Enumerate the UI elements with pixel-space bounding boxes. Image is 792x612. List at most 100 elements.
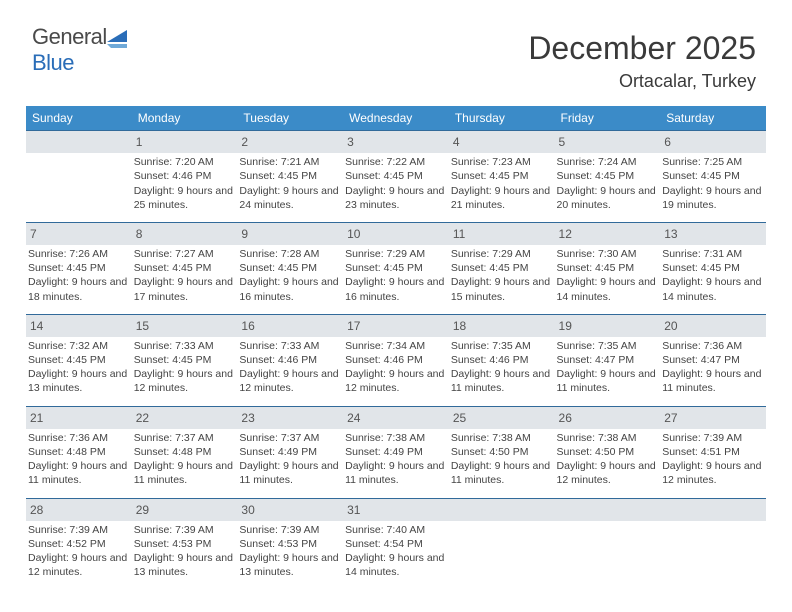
daylight-text: Daylight: 9 hours and 14 minutes. xyxy=(557,275,659,303)
day-number xyxy=(660,499,766,521)
logo-text-general: General xyxy=(32,24,107,49)
day-cell: 14Sunrise: 7:32 AMSunset: 4:45 PMDayligh… xyxy=(26,314,132,406)
day-number: 26 xyxy=(555,407,661,429)
sunrise-text: Sunrise: 7:20 AM xyxy=(134,155,236,169)
day-number: 29 xyxy=(132,499,238,521)
day-body: Sunrise: 7:33 AMSunset: 4:46 PMDaylight:… xyxy=(237,337,343,406)
sunset-text: Sunset: 4:47 PM xyxy=(662,353,764,367)
day-body: Sunrise: 7:34 AMSunset: 4:46 PMDaylight:… xyxy=(343,337,449,406)
day-number xyxy=(555,499,661,521)
sunset-text: Sunset: 4:45 PM xyxy=(134,261,236,275)
sunset-text: Sunset: 4:45 PM xyxy=(345,261,447,275)
daylight-text: Daylight: 9 hours and 17 minutes. xyxy=(134,275,236,303)
sunset-text: Sunset: 4:45 PM xyxy=(345,169,447,183)
day-cell: 23Sunrise: 7:37 AMSunset: 4:49 PMDayligh… xyxy=(237,406,343,498)
day-body: Sunrise: 7:20 AMSunset: 4:46 PMDaylight:… xyxy=(132,153,238,222)
day-body: Sunrise: 7:31 AMSunset: 4:45 PMDaylight:… xyxy=(660,245,766,314)
sunset-text: Sunset: 4:49 PM xyxy=(239,445,341,459)
day-number: 20 xyxy=(660,315,766,337)
sunset-text: Sunset: 4:54 PM xyxy=(345,537,447,551)
sunrise-text: Sunrise: 7:33 AM xyxy=(239,339,341,353)
day-body: Sunrise: 7:29 AMSunset: 4:45 PMDaylight:… xyxy=(449,245,555,314)
sunset-text: Sunset: 4:45 PM xyxy=(557,261,659,275)
day-cell: 18Sunrise: 7:35 AMSunset: 4:46 PMDayligh… xyxy=(449,314,555,406)
day-cell: 21Sunrise: 7:36 AMSunset: 4:48 PMDayligh… xyxy=(26,406,132,498)
sunrise-text: Sunrise: 7:38 AM xyxy=(557,431,659,445)
day-number: 12 xyxy=(555,223,661,245)
sunset-text: Sunset: 4:46 PM xyxy=(345,353,447,367)
location: Ortacalar, Turkey xyxy=(528,71,756,92)
daylight-text: Daylight: 9 hours and 11 minutes. xyxy=(239,459,341,487)
daylight-text: Daylight: 9 hours and 11 minutes. xyxy=(557,367,659,395)
day-number: 4 xyxy=(449,131,555,153)
sunrise-text: Sunrise: 7:31 AM xyxy=(662,247,764,261)
title-block: December 2025 Ortacalar, Turkey xyxy=(528,30,756,92)
daylight-text: Daylight: 9 hours and 18 minutes. xyxy=(28,275,130,303)
daylight-text: Daylight: 9 hours and 12 minutes. xyxy=(134,367,236,395)
sunrise-text: Sunrise: 7:27 AM xyxy=(134,247,236,261)
day-cell: 26Sunrise: 7:38 AMSunset: 4:50 PMDayligh… xyxy=(555,406,661,498)
sunset-text: Sunset: 4:45 PM xyxy=(662,261,764,275)
sunrise-text: Sunrise: 7:21 AM xyxy=(239,155,341,169)
sunset-text: Sunset: 4:48 PM xyxy=(28,445,130,459)
sunrise-text: Sunrise: 7:39 AM xyxy=(134,523,236,537)
sunrise-text: Sunrise: 7:38 AM xyxy=(345,431,447,445)
sunrise-text: Sunrise: 7:23 AM xyxy=(451,155,553,169)
day-body: Sunrise: 7:32 AMSunset: 4:45 PMDaylight:… xyxy=(26,337,132,406)
sunrise-text: Sunrise: 7:37 AM xyxy=(239,431,341,445)
day-body: Sunrise: 7:40 AMSunset: 4:54 PMDaylight:… xyxy=(343,521,449,590)
daylight-text: Daylight: 9 hours and 11 minutes. xyxy=(451,367,553,395)
sunrise-text: Sunrise: 7:29 AM xyxy=(451,247,553,261)
daylight-text: Daylight: 9 hours and 12 minutes. xyxy=(28,551,130,579)
sunset-text: Sunset: 4:53 PM xyxy=(134,537,236,551)
day-body: Sunrise: 7:39 AMSunset: 4:53 PMDaylight:… xyxy=(237,521,343,590)
daylight-text: Daylight: 9 hours and 13 minutes. xyxy=(134,551,236,579)
day-number: 16 xyxy=(237,315,343,337)
day-cell: 9Sunrise: 7:28 AMSunset: 4:45 PMDaylight… xyxy=(237,222,343,314)
sunset-text: Sunset: 4:45 PM xyxy=(557,169,659,183)
day-body: Sunrise: 7:21 AMSunset: 4:45 PMDaylight:… xyxy=(237,153,343,222)
dow-sunday: Sunday xyxy=(26,106,132,131)
day-body xyxy=(449,521,555,547)
day-cell: 15Sunrise: 7:33 AMSunset: 4:45 PMDayligh… xyxy=(132,314,238,406)
day-number: 22 xyxy=(132,407,238,429)
page-header: General Blue December 2025 Ortacalar, Tu… xyxy=(0,0,792,100)
logo: General Blue xyxy=(32,24,135,76)
sunset-text: Sunset: 4:46 PM xyxy=(134,169,236,183)
dow-tuesday: Tuesday xyxy=(237,106,343,131)
sunrise-text: Sunrise: 7:25 AM xyxy=(662,155,764,169)
logo-mark-icon xyxy=(105,28,133,55)
sunrise-text: Sunrise: 7:39 AM xyxy=(28,523,130,537)
day-cell xyxy=(26,131,132,223)
sunset-text: Sunset: 4:52 PM xyxy=(28,537,130,551)
day-cell: 24Sunrise: 7:38 AMSunset: 4:49 PMDayligh… xyxy=(343,406,449,498)
sunrise-text: Sunrise: 7:33 AM xyxy=(134,339,236,353)
sunrise-text: Sunrise: 7:40 AM xyxy=(345,523,447,537)
sunset-text: Sunset: 4:45 PM xyxy=(239,169,341,183)
day-body: Sunrise: 7:39 AMSunset: 4:53 PMDaylight:… xyxy=(132,521,238,590)
daylight-text: Daylight: 9 hours and 12 minutes. xyxy=(662,459,764,487)
daylight-text: Daylight: 9 hours and 20 minutes. xyxy=(557,184,659,212)
day-number: 17 xyxy=(343,315,449,337)
day-cell xyxy=(449,498,555,589)
week-row: 28Sunrise: 7:39 AMSunset: 4:52 PMDayligh… xyxy=(26,498,766,589)
day-cell: 6Sunrise: 7:25 AMSunset: 4:45 PMDaylight… xyxy=(660,131,766,223)
day-number: 7 xyxy=(26,223,132,245)
day-body: Sunrise: 7:22 AMSunset: 4:45 PMDaylight:… xyxy=(343,153,449,222)
day-body: Sunrise: 7:38 AMSunset: 4:49 PMDaylight:… xyxy=(343,429,449,498)
sunrise-text: Sunrise: 7:39 AM xyxy=(662,431,764,445)
sunrise-text: Sunrise: 7:22 AM xyxy=(345,155,447,169)
daylight-text: Daylight: 9 hours and 14 minutes. xyxy=(345,551,447,579)
sunset-text: Sunset: 4:45 PM xyxy=(134,353,236,367)
day-number: 11 xyxy=(449,223,555,245)
day-number: 21 xyxy=(26,407,132,429)
sunset-text: Sunset: 4:51 PM xyxy=(662,445,764,459)
day-body: Sunrise: 7:36 AMSunset: 4:47 PMDaylight:… xyxy=(660,337,766,406)
dow-friday: Friday xyxy=(555,106,661,131)
day-cell: 7Sunrise: 7:26 AMSunset: 4:45 PMDaylight… xyxy=(26,222,132,314)
day-body: Sunrise: 7:28 AMSunset: 4:45 PMDaylight:… xyxy=(237,245,343,314)
week-row: 7Sunrise: 7:26 AMSunset: 4:45 PMDaylight… xyxy=(26,222,766,314)
day-cell: 10Sunrise: 7:29 AMSunset: 4:45 PMDayligh… xyxy=(343,222,449,314)
day-cell xyxy=(555,498,661,589)
day-number xyxy=(26,131,132,153)
